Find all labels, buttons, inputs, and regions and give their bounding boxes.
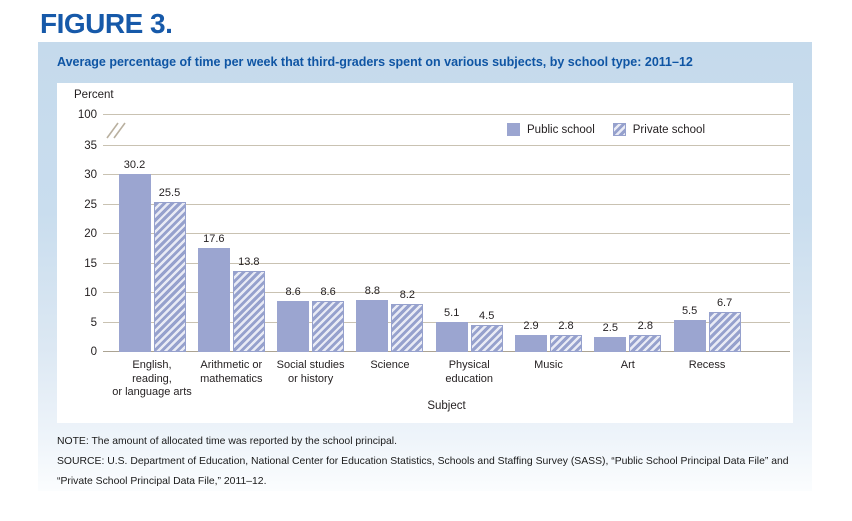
chart-legend: Public school Private school: [507, 123, 705, 136]
axis-break-icon: [106, 122, 126, 139]
plot-area: Public school Private school 30.2 25.5 17.6…: [103, 114, 790, 352]
gridline-25: [103, 203, 790, 205]
bar-hatched-3: [312, 301, 345, 352]
x-axis-title: Subject: [427, 400, 466, 412]
y-tick-label-5: 5: [90, 316, 97, 329]
chart-title: Average percentage of time per week that…: [57, 55, 693, 69]
bar-hatched-1: [153, 201, 186, 352]
gridline-15: [103, 262, 790, 264]
value-label: 5.1: [444, 306, 460, 319]
bar-solid-8: [673, 319, 706, 352]
value-label: 30.2: [123, 158, 146, 171]
gridline-30: [103, 174, 790, 175]
legend-label: Public school: [527, 123, 595, 136]
bar-hatched-4: [391, 303, 424, 352]
bar-hatched-8: [708, 312, 741, 352]
gridline-10: [103, 292, 790, 293]
y-tick-label-100: 100: [77, 109, 97, 121]
category-label: Physical education: [445, 359, 494, 385]
value-label: 25.5: [158, 186, 181, 199]
value-label: 8.8: [364, 285, 381, 298]
bar-solid-6: [515, 334, 547, 352]
value-label: 2.8: [637, 320, 653, 333]
bar-solid-2: [197, 248, 230, 352]
value-label: 17.6: [203, 233, 225, 246]
bar-solid-4: [356, 300, 389, 352]
y-tick-label-10: 10: [84, 287, 97, 299]
value-label: 8.2: [399, 288, 416, 301]
bar-hatched-5: [470, 325, 503, 352]
value-label: 4.5: [479, 310, 495, 323]
legend-label: Private school: [632, 123, 705, 136]
bar-hatched-7: [629, 335, 662, 352]
gridline-35: [103, 144, 790, 146]
y-tick-label-20: 20: [84, 228, 97, 240]
legend-item-hatched: Private school: [612, 123, 705, 136]
value-label: 5.5: [681, 304, 698, 317]
bar-solid-1: [118, 173, 151, 352]
category-label: Social studies or history: [276, 359, 345, 385]
value-label: 2.5: [602, 322, 618, 335]
bar-solid-7: [594, 337, 627, 352]
value-label: 13.8: [238, 255, 260, 268]
figure-label: FIGURE 3.: [40, 8, 173, 39]
gridline-100: [103, 114, 790, 115]
bar-solid-3: [277, 301, 310, 352]
chart-panel: Percent 0 5 10 15 20 25 30 35 100 Public school P…: [57, 83, 793, 423]
y-axis-title: Percent: [74, 89, 114, 101]
category-label: Science: [370, 359, 410, 371]
category-label: Arithmetic or mathematics: [200, 359, 263, 385]
legend-swatch-solid-icon: [507, 123, 520, 136]
category-label: Music: [534, 359, 563, 371]
value-label: 2.9: [523, 319, 539, 332]
y-tick-label-25: 25: [84, 198, 97, 211]
value-label: 8.6: [320, 286, 336, 299]
y-tick-label-30: 30: [84, 169, 97, 181]
y-tick-label-35: 35: [84, 139, 97, 152]
value-label: 6.7: [716, 297, 733, 310]
y-tick-label-0: 0: [90, 346, 97, 358]
legend-item-solid: Public school: [507, 123, 595, 136]
bar-hatched-2: [232, 270, 265, 352]
note-text: NOTE: The amount of allocated time was r…: [57, 436, 397, 447]
category-label: English, reading, or language arts: [112, 359, 192, 398]
category-label: Art: [620, 359, 635, 371]
category-label: Recess: [688, 359, 726, 371]
value-label: 8.6: [285, 286, 301, 299]
figure-container: Average percentage of time per week that…: [38, 42, 812, 491]
y-tick-label-15: 15: [84, 257, 97, 270]
bar-solid-5: [435, 321, 468, 352]
gridline-20: [103, 233, 790, 234]
source-text: SOURCE: U.S. Department of Education, Na…: [57, 456, 789, 487]
bar-hatched-6: [550, 335, 582, 352]
value-label: 2.8: [558, 320, 574, 333]
legend-swatch-hatched-icon: [612, 123, 626, 136]
